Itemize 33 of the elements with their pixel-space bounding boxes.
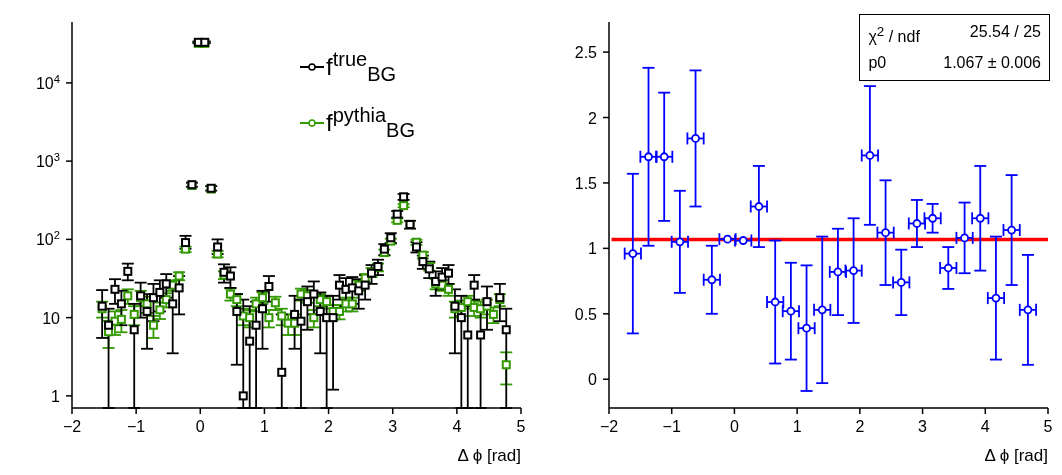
- x-tick-label: 0: [729, 418, 739, 435]
- y-tick-label: 2.5: [574, 44, 598, 62]
- x-tick-label: −1: [127, 418, 146, 435]
- x-tick-label: 3: [388, 418, 398, 435]
- y-tick-label: 1: [51, 387, 61, 405]
- y-tick-label: 10$^{3}$: [35, 151, 60, 171]
- y-tick-label: 10$^{2}$: [35, 229, 60, 249]
- y-tick-label: 2: [588, 109, 598, 127]
- annotation: 1.067 ± 0.006: [943, 53, 1041, 74]
- x-tick-label: 5: [1043, 418, 1053, 435]
- annotation: p0: [868, 53, 887, 74]
- y-tick-label: 1.5: [574, 174, 598, 192]
- x-tick-label: 4: [980, 418, 990, 435]
- x-tick-label: −2: [599, 418, 619, 435]
- x-tick-label: −2: [62, 418, 82, 435]
- y-tick-label: 10$^{4}$: [35, 72, 60, 92]
- x-tick-label: 1: [792, 418, 802, 435]
- y-tick-label: 1: [588, 240, 598, 258]
- x-tick-label: 4: [452, 418, 462, 435]
- y-tick-label: 10: [42, 309, 61, 327]
- x-tick-label: 1: [259, 418, 269, 435]
- x-tick-label: −1: [662, 418, 681, 435]
- x-axis-title: Δ ϕ [rad]: [457, 446, 521, 466]
- x-tick-label: 2: [855, 418, 865, 435]
- x-tick-label: 5: [516, 418, 526, 435]
- x-tick-label: 0: [195, 418, 205, 435]
- y-tick-label: 0: [588, 371, 598, 389]
- y-tick-label: 0.5: [574, 305, 598, 323]
- x-tick-label: 3: [918, 418, 928, 435]
- x-tick-label: 2: [324, 418, 334, 435]
- annotation: χ$^{2}$ / ndf: [868, 23, 920, 48]
- x-axis-title: Δ ϕ [rad]: [984, 446, 1048, 466]
- annotation: 25.54 / 25: [969, 22, 1041, 42]
